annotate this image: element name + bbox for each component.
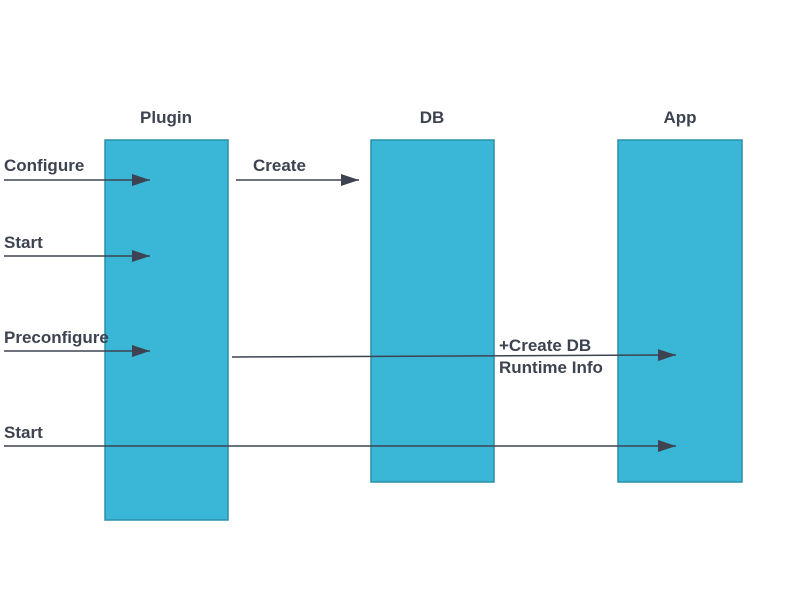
column-label: Plugin [140,108,192,127]
label-line: Runtime Info [499,358,603,377]
lifeline [104,139,229,521]
column-label: DB [420,108,445,127]
column-label: App [663,108,696,127]
lifeline [370,139,495,483]
message-label: Start [4,423,43,442]
label-line: +Create DB [499,336,591,355]
message-label: Configure [4,156,84,175]
arrow [231,349,677,362]
message-label: +Create DB Runtime Info [499,336,603,377]
lifeline [617,139,743,483]
message-label: Start [4,233,43,252]
message-label: Preconfigure [4,328,109,347]
message-label: Create [253,156,306,175]
